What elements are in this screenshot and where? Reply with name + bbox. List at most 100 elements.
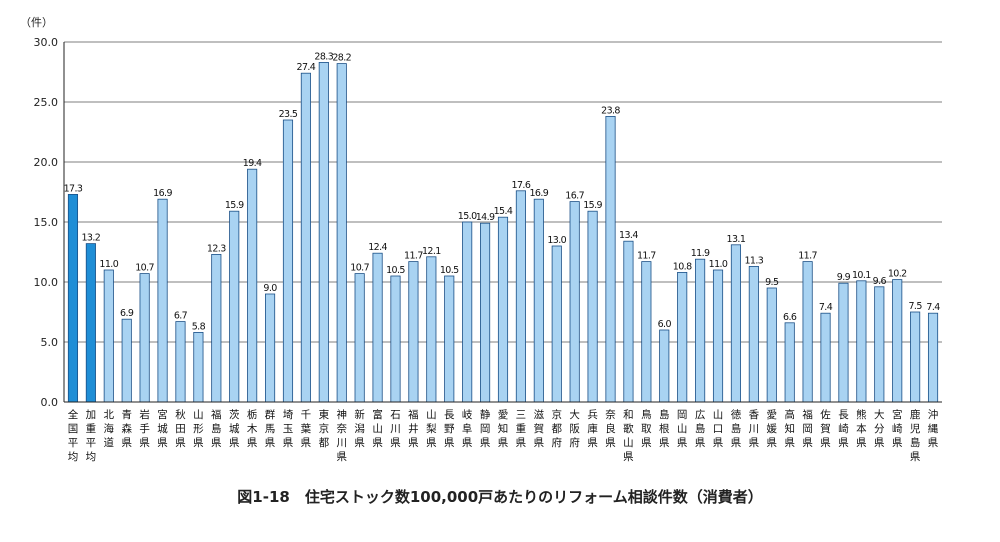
bar-秋田県 (175, 321, 186, 403)
category-label: 福島県 (211, 408, 222, 449)
data-label: 15.9 (225, 200, 244, 211)
bar-加重平均 (85, 243, 96, 403)
bar-山形県 (193, 331, 204, 403)
bar-鳥取県 (641, 261, 652, 403)
data-label: 10.7 (350, 263, 369, 274)
data-labels: 17.3 13.2 11.0 6.9 10.7 16.9 6.7 5.8 12.3 15.9 19.… (64, 51, 941, 332)
category-label: 千葉県 (301, 409, 312, 449)
bar-群馬県 (265, 293, 276, 403)
y-tick-label: 0.0 (41, 396, 59, 409)
data-label: 14.9 (476, 212, 495, 223)
figure-caption: 図1-18 住宅ストック数100,000戸あたりのリフォーム相談件数（消費者） (237, 488, 763, 506)
data-label: 6.9 (120, 308, 134, 319)
bar-新潟県 (354, 273, 365, 403)
bar-愛媛県 (766, 287, 777, 403)
category-label: 宮城県 (157, 408, 168, 449)
category-label: 宮崎県 (892, 408, 903, 449)
data-label: 10.2 (888, 269, 907, 280)
bar-熊本県 (856, 280, 867, 403)
data-label: 11.7 (798, 251, 817, 262)
bar-栃木県 (247, 168, 258, 403)
data-label: 12.3 (207, 243, 226, 254)
bar-島根県 (659, 329, 670, 403)
category-label: 徳島県 (731, 408, 742, 449)
data-label: 10.1 (852, 270, 871, 281)
data-label: 9.9 (837, 272, 851, 283)
category-label: 栃木県 (247, 408, 258, 449)
category-label: 富山県 (372, 408, 383, 449)
bar-青森県 (121, 318, 132, 403)
bar-岐阜県 (462, 221, 473, 403)
bar-奈良県 (605, 116, 616, 403)
data-label: 7.4 (819, 302, 833, 313)
bar-宮崎県 (892, 279, 903, 403)
category-label: 滋賀県 (534, 408, 545, 449)
data-label: 9.6 (873, 276, 887, 287)
category-label: 島根県 (659, 408, 670, 449)
category-label: 全国平均 (68, 408, 79, 463)
category-label: 高知県 (784, 408, 795, 449)
category-label: 愛知県 (498, 408, 509, 449)
category-label: 福岡県 (802, 408, 813, 449)
bars (67, 62, 939, 403)
category-label: 神奈川県 (336, 408, 347, 463)
data-label: 19.4 (243, 158, 262, 169)
bar-岡山県 (677, 271, 688, 403)
category-label: 秋田県 (175, 408, 186, 449)
y-tick-label: 25.0 (34, 96, 59, 109)
bar-京都府 (551, 245, 562, 403)
category-label: 山形県 (193, 409, 204, 449)
bar-高知県 (784, 322, 795, 403)
bar-神奈川県 (336, 63, 347, 403)
data-label: 6.6 (783, 312, 797, 323)
data-label: 17.6 (512, 180, 531, 191)
bar-沖縄県 (927, 312, 939, 403)
y-tick-label: 30.0 (34, 36, 59, 49)
bar-福井県 (408, 261, 419, 403)
category-label: 熊本県 (856, 408, 867, 449)
bar-福島県 (211, 253, 222, 403)
data-label: 13.0 (547, 235, 566, 246)
data-label: 11.9 (691, 248, 710, 259)
data-label: 27.4 (297, 62, 316, 73)
bar-徳島県 (730, 244, 741, 403)
bar-東京都 (318, 62, 329, 403)
category-label: 加重平均 (86, 409, 97, 463)
category-label: 岩手県 (139, 408, 150, 449)
bar-大阪府 (569, 201, 580, 403)
category-label: 京都府 (552, 408, 563, 449)
bar-香川県 (748, 265, 759, 403)
category-label: 岡山県 (677, 409, 688, 449)
y-axis-ticks: 0.0 5.0 10.0 15.0 20.0 25.0 30.0 (34, 36, 59, 409)
data-label: 10.7 (135, 263, 154, 274)
data-label: 23.8 (601, 105, 620, 116)
bar-全国平均 (67, 193, 79, 403)
y-tick-label: 5.0 (41, 336, 59, 349)
bar-静岡県 (480, 222, 491, 403)
category-label: 大分県 (874, 408, 885, 449)
category-label: 長崎県 (838, 409, 849, 449)
bar-山梨県 (426, 256, 437, 403)
bar-三重県 (515, 190, 526, 403)
category-label: 新潟県 (354, 408, 365, 449)
data-label: 7.5 (908, 301, 922, 312)
category-label: 三重県 (516, 409, 527, 449)
data-label: 9.0 (263, 283, 277, 294)
category-label: 山口県 (713, 409, 724, 449)
bar-和歌山県 (623, 240, 634, 403)
data-label: 11.7 (404, 251, 423, 262)
category-label: 石川県 (390, 409, 401, 449)
bar-佐賀県 (820, 312, 831, 403)
data-label: 12.4 (368, 242, 387, 253)
bar-福岡県 (802, 261, 813, 403)
category-label: 北海道 (104, 409, 115, 449)
data-label: 6.7 (174, 311, 188, 322)
bar-長崎県 (838, 282, 849, 403)
data-label: 11.7 (637, 251, 656, 262)
bar-石川県 (390, 275, 401, 403)
bar-大分県 (874, 286, 885, 403)
category-label: 鹿児島県 (910, 408, 921, 463)
data-label: 16.7 (565, 191, 584, 202)
category-label: 広島県 (695, 408, 706, 449)
category-label: 山梨県 (426, 409, 437, 449)
